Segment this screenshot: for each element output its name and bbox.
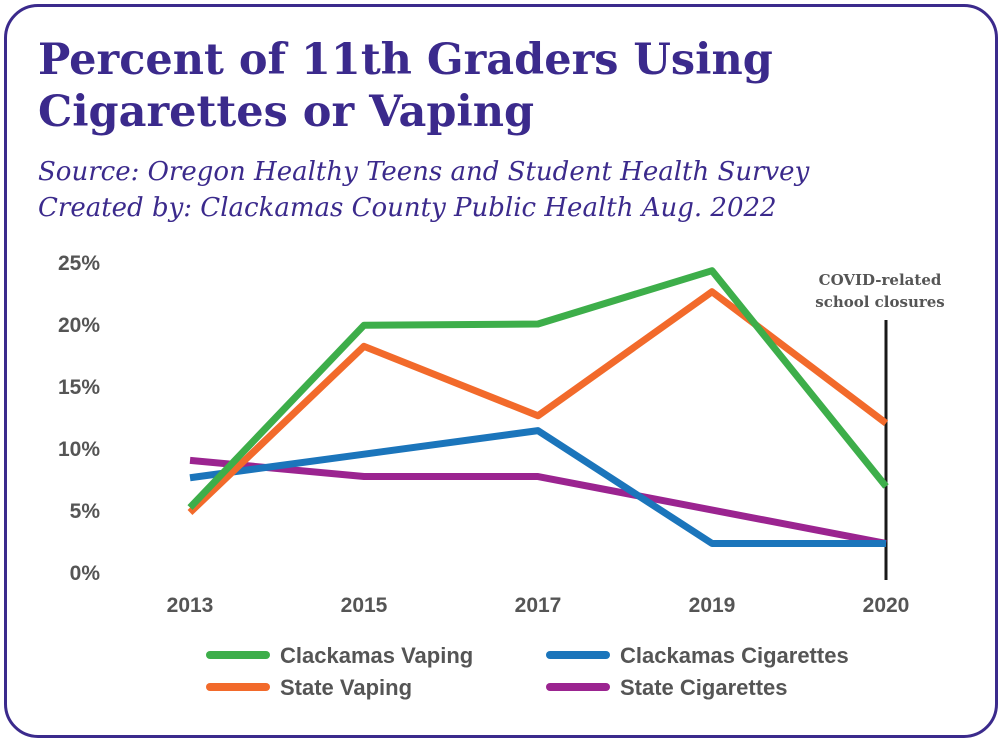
series-line-state-cigarettes bbox=[189, 456, 887, 547]
covid-annotation-label: COVID-related bbox=[819, 271, 942, 289]
y-tick-label: 15% bbox=[58, 376, 100, 399]
x-tick-label: 2013 bbox=[167, 594, 214, 617]
chart-title: Percent of 11th Graders Using Cigarettes… bbox=[38, 34, 938, 138]
chart-title-line-1: Percent of 11th Graders Using bbox=[38, 35, 773, 85]
y-tick-label: 0% bbox=[70, 562, 101, 585]
x-tick-label: 2019 bbox=[689, 594, 736, 617]
chart-source-line: Source: Oregon Healthy Teens and Student… bbox=[38, 157, 810, 187]
legend-label-state-cigarettes: State Cigarettes bbox=[620, 675, 788, 700]
x-tick-label: 2015 bbox=[341, 594, 388, 617]
x-tick-label: 2020 bbox=[863, 594, 910, 617]
series-line-clackamas-cigarettes bbox=[189, 427, 886, 547]
chart-title-line-2: Cigarettes or Vaping bbox=[38, 87, 535, 137]
chart-subtitle: Source: Oregon Healthy Teens and Student… bbox=[38, 154, 938, 226]
legend-label-clackamas-cigarettes: Clackamas Cigarettes bbox=[620, 643, 849, 668]
x-tick-label: 2017 bbox=[515, 594, 562, 617]
x-axis: 2013 2015 2017 2019 2020 bbox=[167, 594, 910, 617]
series-line-state-vaping bbox=[187, 288, 889, 516]
series-line-clackamas-vaping bbox=[187, 267, 889, 510]
y-axis: 0% 5% 10% 15% 20% 25% bbox=[58, 252, 100, 585]
legend-label-clackamas-vaping: Clackamas Vaping bbox=[280, 643, 473, 668]
y-tick-label: 20% bbox=[58, 314, 100, 337]
y-tick-label: 10% bbox=[58, 438, 100, 461]
covid-annotation-label: school closures bbox=[815, 293, 945, 311]
covid-annotation: COVID-related school closures bbox=[815, 271, 945, 580]
y-tick-label: 25% bbox=[58, 252, 100, 275]
legend-label-state-vaping: State Vaping bbox=[280, 675, 412, 700]
chart-credit-line: Created by: Clackamas County Public Heal… bbox=[38, 193, 777, 223]
y-tick-label: 5% bbox=[70, 500, 101, 523]
series-lines bbox=[187, 267, 889, 547]
legend: Clackamas Vaping State Vaping Clackamas Ci… bbox=[206, 643, 849, 700]
chart-frame bbox=[4, 4, 998, 738]
